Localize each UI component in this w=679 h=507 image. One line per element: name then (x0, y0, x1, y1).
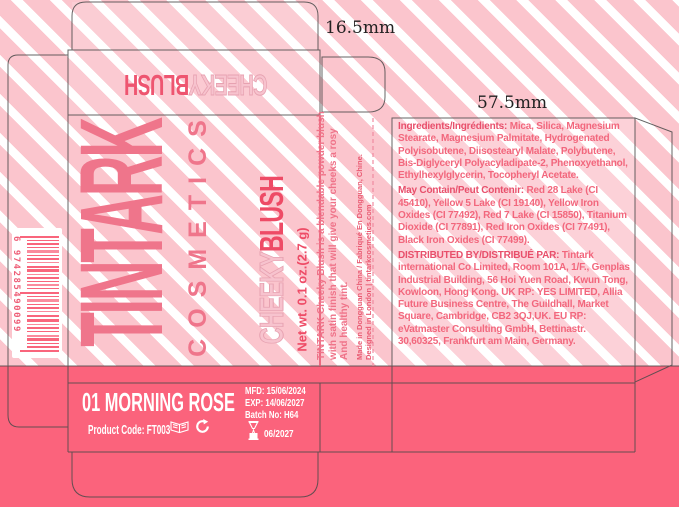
date-block: MFD: 15/06/2024 EXP: 14/06/2027 Batch No… (245, 386, 306, 421)
sub-brand-wordmark: COSMETICS (184, 109, 212, 357)
description-line: And healthy tint. (339, 281, 350, 360)
may-contain-paragraph: May Contain/Peut Contenir: Red 28 Lake (… (398, 185, 631, 246)
distributed-text: Tintark international Co Limited, Room 1… (398, 249, 630, 348)
bottom-panel: 01 MORNING ROSE Product Code: FT003 MFD:… (68, 383, 320, 452)
tuck-flap (72, 2, 318, 50)
leaflet-icon (170, 421, 189, 434)
ingredients-label: Ingredients/Ingrédients: (398, 121, 508, 132)
cheeky-text: CHEEKY (253, 252, 291, 345)
shade-name: 01 MORNING ROSE (82, 387, 235, 417)
recycle-icon (196, 419, 209, 433)
origin-line: Made in Dongguan China / Fabriqué En Don… (354, 154, 364, 360)
exp-date: EXP: 14/06/2027 (245, 397, 305, 409)
ingredients-paragraph: Ingredients/Ingrédients: Mica, Silica, M… (398, 121, 631, 182)
ingredients-block: Ingredients/Ingrédients: Mica, Silica, M… (398, 121, 631, 351)
net-weight-text: Net wt. 0.1 oz.(2.7 g) (294, 227, 310, 352)
dimension-label-top: 16.5mm (325, 18, 396, 38)
blush-text: BLUSH (253, 175, 290, 253)
description-block: TINTARK Cheeky Blush is a blendable powd… (316, 111, 378, 360)
product-name-vertical: CHEEKYBLUSH (253, 173, 291, 348)
origin-line: Designed in London | tintarkcosmetics.co… (363, 204, 373, 360)
hourglass-icon (248, 421, 259, 440)
batch-number: Batch No: H64 (245, 409, 299, 421)
dimension-label-side: 57.5mm (477, 93, 548, 113)
distributed-paragraph: DISTRIBUTED BY/DISTRIBUÉ PAR: Tintark in… (398, 250, 631, 348)
description-line: with satin finish that will give your ch… (327, 128, 339, 360)
top-flap-product-name: CHEEKYBLUSH (111, 64, 281, 104)
may-contain-label: May Contain/Peut Contenir: (398, 185, 524, 197)
barcode-number: 6 974285490099 (12, 236, 21, 333)
distributed-label: DISTRIBUTED BY/DISTRIBUÉ PAR: (398, 249, 560, 261)
product-code: Product Code: FT003 (88, 422, 171, 437)
description-line: TINTARK Cheeky Blush is a blendable powd… (316, 111, 327, 360)
top-flap-blush-text: BLUSH (124, 68, 190, 100)
mfd-date: MFD: 15/06/2024 (245, 386, 306, 397)
brand-wordmark: TINTARK (56, 119, 188, 347)
top-flap-cheeky-text: CHEEKY (189, 68, 268, 101)
expiry-short: 06/2027 (264, 428, 294, 440)
barcode: 6 974285490099 (11, 228, 62, 358)
